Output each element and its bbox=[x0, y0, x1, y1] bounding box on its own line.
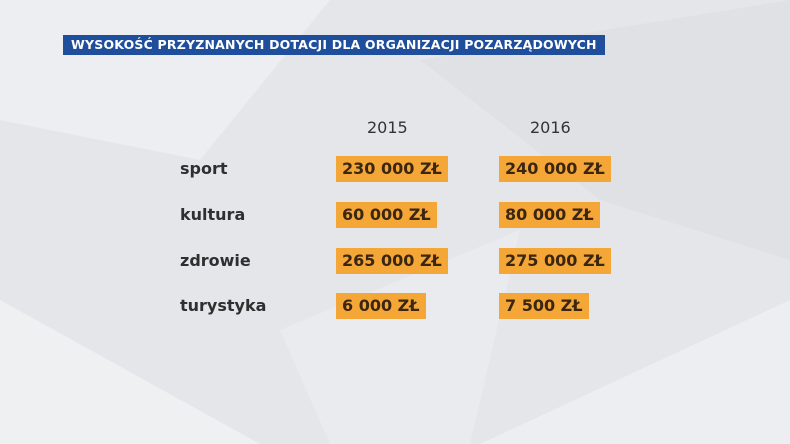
value-cell-sport-2015: 230 000 ZŁ bbox=[336, 156, 448, 182]
value-cell-kultura-2015: 60 000 ZŁ bbox=[336, 202, 437, 228]
value-cell-zdrowie-2015: 265 000 ZŁ bbox=[336, 248, 448, 274]
row-label-turystyka: turystyka bbox=[180, 296, 267, 315]
value-cell-sport-2016: 240 000 ZŁ bbox=[499, 156, 611, 182]
row-label-sport: sport bbox=[180, 159, 228, 178]
page-title: WYSOKOŚĆ PRZYZNANYCH DOTACJI DLA ORGANIZ… bbox=[63, 35, 605, 55]
value-cell-zdrowie-2016: 275 000 ZŁ bbox=[499, 248, 611, 274]
row-label-kultura: kultura bbox=[180, 205, 246, 224]
column-header-2016: 2016 bbox=[530, 118, 571, 137]
column-header-2015: 2015 bbox=[367, 118, 408, 137]
value-cell-turystyka-2015: 6 000 ZŁ bbox=[336, 293, 426, 319]
value-cell-kultura-2016: 80 000 ZŁ bbox=[499, 202, 600, 228]
value-cell-turystyka-2016: 7 500 ZŁ bbox=[499, 293, 589, 319]
row-label-zdrowie: zdrowie bbox=[180, 251, 251, 270]
